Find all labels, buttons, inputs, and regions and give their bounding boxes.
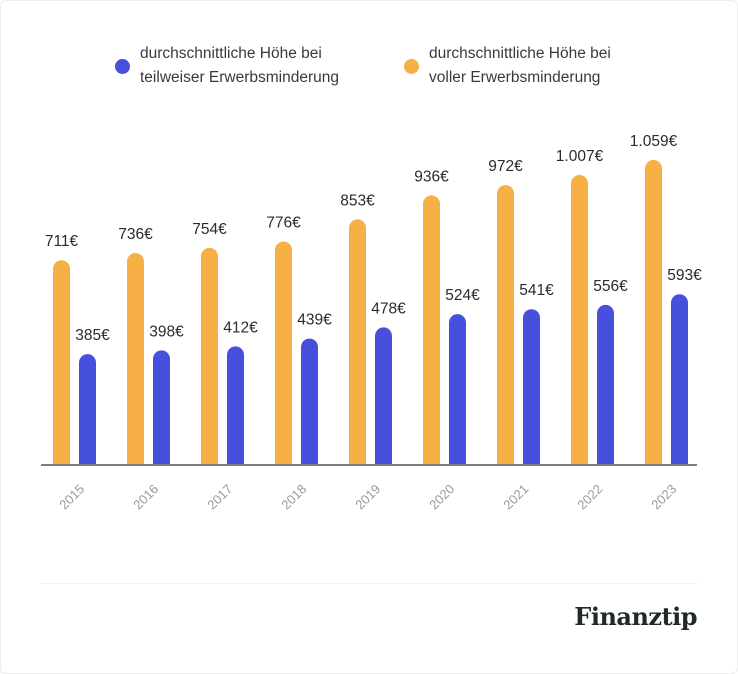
data-label-full: 736€	[118, 226, 153, 243]
data-label-partial: 439€	[297, 312, 332, 329]
bar-full	[423, 195, 440, 465]
data-label-partial: 478€	[371, 300, 406, 317]
bar-full	[645, 160, 662, 465]
legend-dot-orange	[404, 58, 419, 74]
x-tick-label: 2017	[204, 481, 235, 512]
bar-partial	[301, 338, 318, 465]
legend-item-partial: durchschnittliche Höhe bei teilweiser Er…	[115, 42, 339, 90]
bar-partial	[449, 314, 466, 465]
legend-label-full: durchschnittliche Höhe bei voller Erwerb…	[429, 45, 611, 86]
bar-full	[497, 185, 514, 465]
data-label-full: 776€	[266, 215, 301, 232]
bar-partial	[153, 350, 170, 465]
bar-partial	[671, 294, 688, 465]
data-label-partial: 524€	[445, 287, 480, 304]
data-label-full: 1.059€	[630, 133, 678, 150]
bar-partial	[227, 346, 244, 465]
x-tick-label: 2022	[574, 481, 605, 512]
bar-full	[127, 253, 144, 465]
x-tick-label: 2019	[352, 481, 383, 512]
data-label-partial: 541€	[519, 282, 554, 299]
data-label-full: 1.007€	[556, 148, 604, 165]
data-label-partial: 593€	[667, 267, 702, 284]
bar-full	[571, 174, 588, 465]
finanztip-logo: Finanztip	[574, 602, 697, 631]
bar-full	[53, 260, 70, 465]
bar-partial	[523, 309, 540, 465]
bar-partial	[79, 354, 96, 465]
bar-full	[349, 219, 366, 465]
legend-label-partial: durchschnittliche Höhe bei teilweiser Er…	[140, 45, 339, 86]
legend-item-full: durchschnittliche Höhe bei voller Erwerb…	[404, 42, 611, 90]
data-label-full: 853€	[340, 192, 375, 209]
bar-partial	[597, 304, 614, 465]
bar-partial	[375, 327, 392, 465]
data-label-full: 972€	[488, 158, 523, 175]
x-tick-label: 2015	[56, 481, 87, 512]
data-label-full: 711€	[45, 233, 79, 250]
bar-full	[275, 241, 292, 465]
data-label-full: 754€	[192, 221, 227, 238]
x-tick-label: 2021	[500, 481, 531, 512]
divider	[42, 583, 697, 584]
data-label-partial: 556€	[593, 278, 628, 295]
data-label-partial: 398€	[149, 323, 184, 340]
x-tick-label: 2023	[648, 481, 679, 512]
bar-full	[201, 247, 218, 465]
x-tick-label: 2020	[426, 481, 457, 512]
data-label-partial: 412€	[223, 319, 258, 336]
x-tick-label: 2016	[130, 481, 161, 512]
legend-dot-blue	[115, 58, 130, 74]
data-label-full: 936€	[414, 168, 449, 185]
x-tick-label: 2018	[278, 481, 309, 512]
data-label-partial: 385€	[75, 327, 110, 344]
